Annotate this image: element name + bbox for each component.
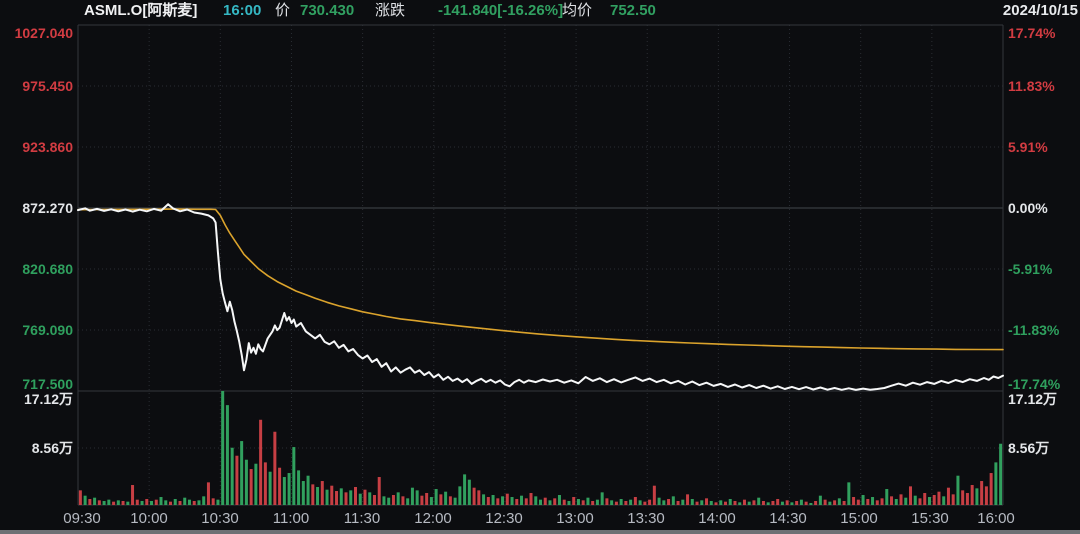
avg-price-label: 均价: [562, 2, 593, 19]
price-label: 价: [275, 2, 291, 19]
price-axis-label: 872.270: [22, 200, 73, 216]
last-price-value: 730.430: [300, 2, 355, 19]
time-axis-label: 14:30: [769, 510, 807, 527]
time-axis-label: 11:00: [272, 510, 310, 527]
time-axis-label: 14:00: [698, 510, 736, 527]
symbol-name[interactable]: ASML.O[阿斯麦]: [84, 2, 198, 19]
time-axis-label: 12:30: [485, 510, 523, 527]
time-axis-label: 11:30: [343, 510, 381, 527]
time-axis-label: 13:00: [556, 510, 594, 527]
time-axis-label: 13:30: [627, 510, 665, 527]
time-axis-label: 12:00: [414, 510, 452, 527]
time-axis-label: 15:30: [911, 510, 949, 527]
pct-axis-label: 17.74%: [1008, 25, 1056, 41]
pct-axis-label: 0.00%: [1008, 200, 1048, 216]
volume-axis-label: 17.12万: [1008, 391, 1058, 407]
pct-axis-label: -5.91%: [1008, 261, 1053, 277]
change-value: -141.840[-16.26%]: [438, 2, 564, 19]
pct-axis-label: 11.83%: [1008, 78, 1055, 94]
time-axis-label: 10:00: [130, 510, 168, 527]
price-axis-label: 820.680: [22, 261, 73, 277]
price-axis-label: 975.450: [22, 78, 73, 94]
price-axis-label: 769.090: [22, 322, 73, 338]
time-axis-label: 16:00: [977, 510, 1015, 527]
avg-price-value: 752.50: [610, 2, 656, 19]
volume-axis-label: 8.56万: [1008, 440, 1050, 456]
time-axis-label: 09:30: [63, 510, 101, 527]
window-bottom-edge: [0, 530, 1080, 534]
pct-axis-label: -11.83%: [1008, 322, 1060, 338]
volume-axis-label: 8.56万: [31, 440, 73, 456]
volume-axis-label: 17.12万: [23, 391, 73, 407]
time-axis-label: 10:30: [201, 510, 239, 527]
price-axis-label: 923.860: [22, 139, 73, 155]
price-axis-label: 1027.040: [14, 25, 73, 41]
pct-axis-label: -17.74%: [1008, 376, 1061, 392]
pct-axis-label: 5.91%: [1008, 139, 1048, 155]
quote-header: ASML.O[阿斯麦] 16:00 价 730.430 涨跌 -141.840[…: [0, 0, 1080, 25]
price-axis-label: 717.500: [22, 376, 73, 392]
quote-date: 2024/10/15: [1002, 2, 1078, 19]
time-axis-label: 15:00: [840, 510, 878, 527]
change-label: 涨跌: [375, 2, 406, 19]
quote-time: 16:00: [223, 2, 262, 19]
